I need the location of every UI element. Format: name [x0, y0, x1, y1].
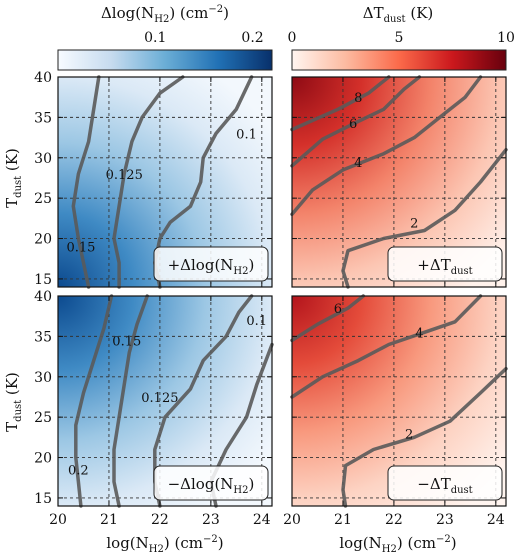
contour-label: 0.125 [106, 168, 143, 183]
x-tick-label: 20 [49, 512, 67, 528]
colorbar-nh2: Δlog(NH2) (cm−2) 0.1 0.2 [57, 4, 273, 71]
colorbar-tdust: ΔTdust (K) 0 5 10 [288, 4, 515, 71]
colorbar-tdust-tick-label: 10 [497, 30, 515, 46]
x-tick-label: 22 [151, 512, 169, 528]
x-tick-label: 23 [436, 512, 454, 528]
y-tick-label: 30 [34, 151, 52, 167]
contour-line [74, 294, 114, 508]
contour-line [71, 75, 101, 289]
colorbar-tdust-label: ΔTdust (K) [363, 4, 434, 25]
heatmap-panels: 0.150.1250.1152025303540+Δlog(NH2)2468+Δ… [34, 70, 508, 528]
contour-label: 6 [349, 117, 357, 132]
legend-label: −ΔTdust [417, 475, 472, 496]
panel-frame [57, 76, 273, 288]
contour-line [290, 75, 483, 217]
colorbar-nh2-label: Δlog(NH2) (cm−2) [101, 4, 229, 25]
legend-box [153, 246, 269, 282]
x-tick-label: 21 [100, 512, 118, 528]
x-tick-label: 24 [253, 512, 271, 528]
legend-label: +Δlog(NH2) [168, 256, 255, 277]
x-tick-label: 23 [202, 512, 220, 528]
x-axis-label-right: log(NH2) (cm−2) [339, 534, 456, 555]
legend-box [153, 465, 269, 501]
colorbar-nh2-tick-label: 0.2 [241, 30, 263, 46]
colorbar-tdust-tick-label: 5 [395, 30, 404, 46]
x-tick-label: 20 [283, 512, 301, 528]
panel-top-left: 0.15 0.125 0.1 15 20 25 30 35 40 +Δlog(NH2) [34, 70, 273, 289]
contour-line [112, 75, 185, 289]
contour-line [290, 294, 483, 399]
contour-line [341, 147, 508, 289]
panel-top-right: 2 4 6 8 +ΔTdust [290, 75, 508, 289]
contour-line [112, 294, 149, 508]
legend-label: +ΔTdust [417, 256, 472, 277]
y-tick-label: 15 [34, 272, 52, 288]
contour-label: 8 [354, 91, 362, 106]
contour-label: 4 [415, 326, 423, 341]
colorbar-nh2-tick-label: 0.1 [144, 30, 166, 46]
y-tick-label: 35 [34, 110, 52, 126]
panel-bottom-left: 0.2 0.15 0.125 0.1 20 21 22 23 24 15 20 25 30 35 40 −Δl… [34, 289, 274, 528]
y-tick-label: 15 [34, 491, 52, 507]
y-tick-label: 20 [34, 232, 52, 248]
contour-label: 4 [354, 156, 362, 171]
panel-frame [291, 76, 507, 288]
contour-line [341, 366, 508, 508]
contour-label: 0.1 [246, 314, 267, 329]
legend-box [387, 246, 503, 282]
contour-label: 2 [410, 216, 418, 231]
contour-line [290, 294, 366, 343]
contour-label: 0.2 [68, 464, 89, 479]
y-tick-label: 35 [34, 329, 52, 345]
contour-label: 0.1 [236, 128, 257, 143]
x-axis-label-left: log(NH2) (cm−2) [106, 534, 223, 555]
colorbar-tdust-bar [291, 49, 507, 71]
y-tick-label: 30 [34, 370, 52, 386]
x-tick-label: 21 [334, 512, 352, 528]
y-tick-label: 25 [34, 191, 52, 207]
y-axis-label-top: Tdust (K) [3, 148, 24, 208]
legend-box [387, 465, 503, 501]
y-tick-label: 40 [34, 70, 52, 86]
colorbar-tdust-tick-label: 0 [288, 30, 297, 46]
y-tick-label: 40 [34, 289, 52, 305]
contour-label: 0.15 [66, 241, 95, 256]
contour-line [290, 75, 422, 168]
contour-label: 0.15 [112, 334, 141, 349]
colorbar-nh2-bar [57, 49, 273, 71]
contour-label: 2 [405, 427, 413, 442]
panel-frame [291, 295, 507, 507]
contour-label: 0.125 [141, 391, 178, 406]
panel-frame [57, 295, 273, 507]
x-tick-label: 22 [385, 512, 403, 528]
contour-label: 6 [334, 302, 342, 317]
y-tick-label: 20 [34, 451, 52, 467]
contour-line [290, 75, 391, 132]
x-tick-label: 24 [487, 512, 505, 528]
y-tick-label: 25 [34, 410, 52, 426]
y-axis-label-bottom: Tdust (K) [3, 372, 24, 432]
legend-label: −Δlog(NH2) [168, 475, 255, 496]
